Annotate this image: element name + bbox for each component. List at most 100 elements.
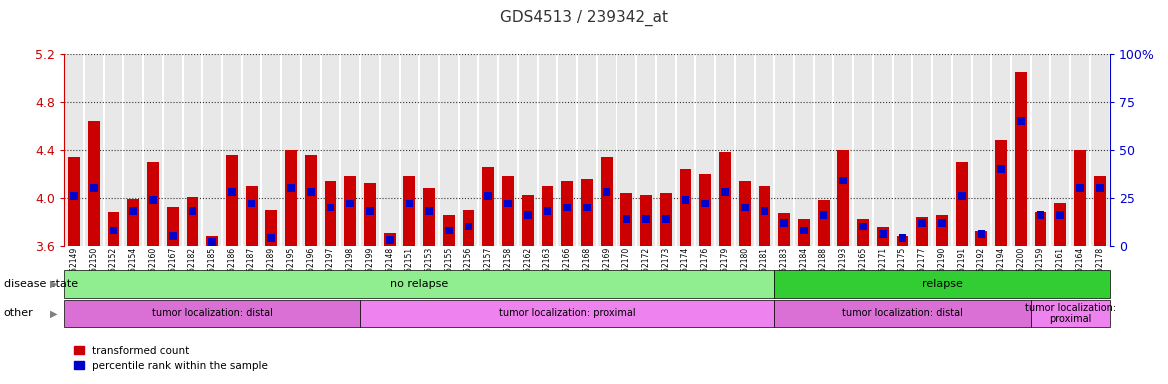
Bar <box>403 176 416 246</box>
Bar <box>68 157 81 246</box>
Bar <box>443 215 454 246</box>
Bar <box>815 54 833 246</box>
Bar <box>995 140 1007 246</box>
Bar <box>1091 54 1108 246</box>
Bar <box>857 219 869 246</box>
Bar <box>918 219 926 227</box>
Bar <box>955 162 967 246</box>
Bar <box>1037 211 1044 219</box>
Bar <box>65 54 83 246</box>
Bar <box>543 207 551 215</box>
Bar <box>1030 300 1110 327</box>
Bar <box>207 236 218 246</box>
Bar <box>381 54 398 246</box>
Text: relapse: relapse <box>922 279 962 289</box>
Bar <box>144 54 162 246</box>
Bar <box>933 54 951 246</box>
Bar <box>1015 72 1027 246</box>
Bar <box>563 204 571 211</box>
Bar <box>85 54 103 246</box>
Bar <box>301 54 320 246</box>
Bar <box>1093 176 1106 246</box>
Bar <box>1031 54 1049 246</box>
Bar <box>265 210 277 246</box>
Bar <box>877 227 889 246</box>
Bar <box>248 200 256 207</box>
Bar <box>936 215 948 246</box>
Bar <box>736 54 753 246</box>
Bar <box>623 215 631 223</box>
Bar <box>702 200 709 207</box>
Bar <box>107 212 119 246</box>
Bar <box>834 54 853 246</box>
Text: ▶: ▶ <box>50 308 57 318</box>
Bar <box>263 54 280 246</box>
Bar <box>1055 203 1066 246</box>
Bar <box>482 167 494 246</box>
Bar <box>524 211 531 219</box>
Bar <box>401 54 418 246</box>
Bar <box>1071 54 1089 246</box>
Text: tumor localization: distal: tumor localization: distal <box>842 308 962 318</box>
Bar <box>305 154 317 246</box>
Bar <box>760 207 769 215</box>
Bar <box>860 223 867 230</box>
Bar <box>973 54 990 246</box>
Bar <box>642 215 649 223</box>
Bar <box>522 195 534 246</box>
Bar <box>795 54 813 246</box>
Bar <box>130 207 137 215</box>
Bar <box>1035 212 1047 246</box>
Bar <box>150 196 157 204</box>
Bar <box>360 300 774 327</box>
Bar <box>127 199 139 246</box>
Bar <box>105 54 123 246</box>
Text: no relapse: no relapse <box>390 279 449 289</box>
Text: tumor localization:
proximal: tumor localization: proximal <box>1024 303 1115 324</box>
Bar <box>110 227 118 234</box>
Bar <box>465 223 472 230</box>
Bar <box>603 188 611 196</box>
Bar <box>147 162 159 246</box>
Bar <box>164 54 181 246</box>
Bar <box>898 234 906 242</box>
Bar <box>445 227 453 234</box>
Bar <box>364 184 376 246</box>
Bar <box>361 54 378 246</box>
Bar <box>1075 150 1086 246</box>
Bar <box>1017 117 1024 125</box>
Bar <box>739 181 751 246</box>
Bar <box>64 300 360 327</box>
Bar <box>578 54 596 246</box>
Bar <box>776 54 793 246</box>
Bar <box>913 54 931 246</box>
Bar <box>88 121 99 246</box>
Bar <box>187 197 199 246</box>
Bar <box>90 184 98 192</box>
Bar <box>953 54 971 246</box>
Bar <box>800 227 808 234</box>
Bar <box>682 196 689 204</box>
Bar <box>600 157 612 246</box>
Bar <box>562 181 573 246</box>
Bar <box>505 200 512 207</box>
Bar <box>620 193 632 246</box>
Bar <box>405 200 413 207</box>
Bar <box>425 207 433 215</box>
Bar <box>1056 211 1064 219</box>
Bar <box>223 54 241 246</box>
Bar <box>778 214 790 246</box>
Bar <box>618 54 635 246</box>
Bar <box>188 207 196 215</box>
Bar <box>228 188 236 196</box>
Bar <box>1011 54 1030 246</box>
Bar <box>558 54 576 246</box>
Bar <box>993 54 1010 246</box>
Bar <box>502 176 514 246</box>
Bar <box>680 169 691 246</box>
Bar <box>978 230 986 238</box>
Bar <box>716 54 734 246</box>
Bar <box>997 165 1004 173</box>
Bar <box>245 186 257 246</box>
Bar <box>440 54 458 246</box>
